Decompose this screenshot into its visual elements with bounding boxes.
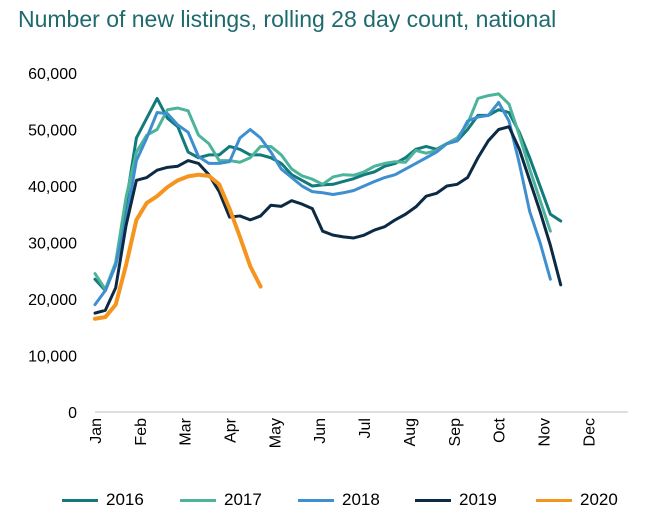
legend-label: 2018 [342, 490, 380, 509]
x-tick-label: Dec [581, 418, 598, 446]
legend-swatch [62, 498, 98, 502]
legend-item-2017: 2017 [180, 490, 262, 510]
legend-label: 2016 [106, 490, 144, 509]
legend-label: 2019 [459, 490, 497, 509]
x-tick-label: Jun [312, 418, 329, 444]
legend-swatch [298, 498, 334, 502]
series-line-2019 [93, 125, 563, 315]
y-tick-label: 40,000 [28, 179, 77, 196]
legend-label: 2017 [224, 490, 262, 509]
y-axis: 0 10,000 20,000 30,000 40,000 50,000 60,000 [28, 66, 77, 422]
legend-swatch [536, 498, 572, 502]
legend-item-2018: 2018 [298, 490, 380, 510]
y-tick-label: 60,000 [28, 66, 77, 83]
legend-item-2020: 2020 [536, 490, 618, 510]
x-tick-label: Nov [536, 418, 553, 446]
y-tick-label: 20,000 [28, 292, 77, 309]
x-tick-label: Oct [492, 417, 509, 442]
x-tick-label: Sep [447, 418, 464, 447]
x-tick-label: Jul [357, 418, 374, 438]
legend-item-2019: 2019 [415, 490, 497, 510]
chart-title: Number of new listings, rolling 28 day c… [18, 6, 557, 32]
x-tick-label: Jan [88, 418, 105, 444]
line-chart: 0 10,000 20,000 30,000 40,000 50,000 60,000 Ja… [28, 66, 628, 448]
series-line-2018 [93, 100, 552, 307]
x-tick-label: Mar [178, 417, 195, 445]
y-tick-label: 0 [68, 405, 77, 422]
x-tick-label: Apr [223, 417, 240, 443]
legend-swatch [180, 498, 216, 502]
series-line-2020 [93, 172, 263, 321]
x-tick-label: Aug [402, 418, 419, 446]
series-lines [93, 92, 563, 321]
x-tick-label: Feb [133, 418, 150, 446]
legend-label: 2020 [580, 490, 618, 509]
legend: 2016 2017 2018 2019 2020 [0, 488, 654, 518]
legend-item-2016: 2016 [62, 490, 144, 510]
series-line-2017 [93, 92, 552, 291]
legend-swatch [415, 498, 451, 502]
y-tick-label: 10,000 [28, 349, 77, 366]
y-tick-label: 30,000 [28, 236, 77, 253]
y-tick-label: 50,000 [28, 123, 77, 140]
x-axis: Jan Feb Mar Apr May Jun Jul Aug Sep Oct Nov Dec [88, 411, 628, 448]
x-tick-label: May [267, 418, 284, 448]
